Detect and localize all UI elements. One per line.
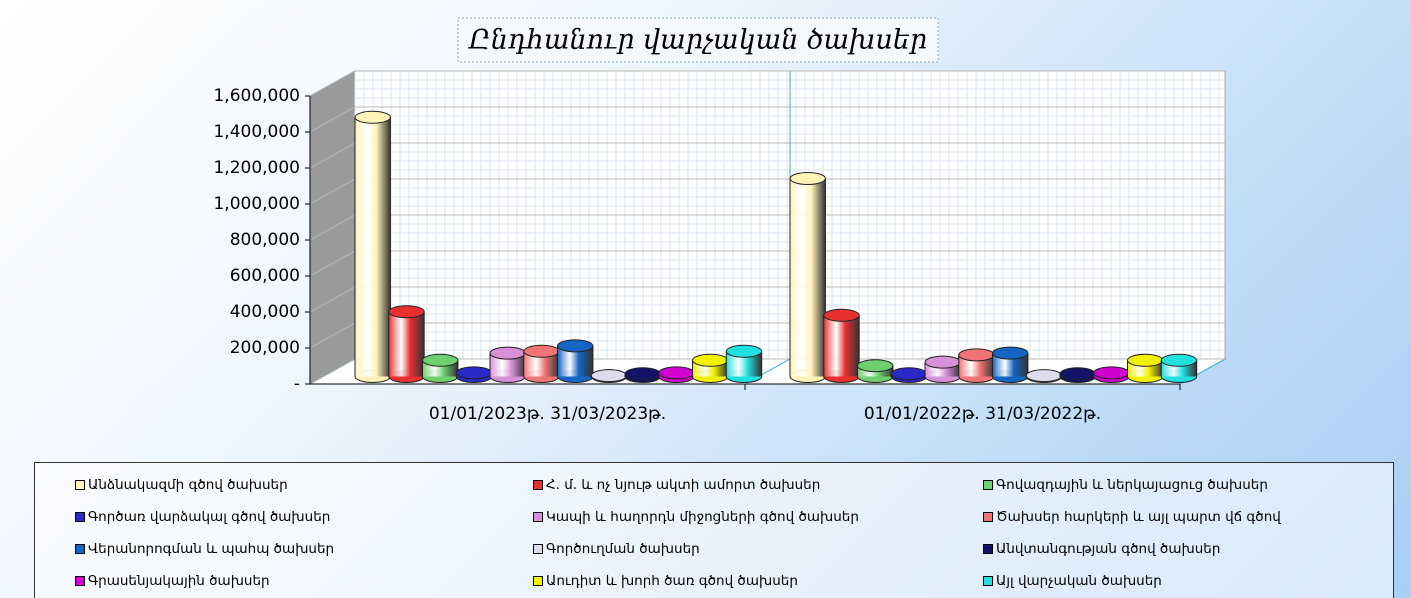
legend-label: Գործառ վարձակալ գծով ծախսեր <box>88 509 331 525</box>
legend-label: Վերանորոգման և պահպ ծախսեր <box>88 541 335 557</box>
legend-item: Կապի և հաղորդն միջոցների գծով ծախսեր <box>533 501 983 533</box>
legend-swatch <box>533 480 543 490</box>
bar-top <box>857 359 894 373</box>
bar <box>992 353 1028 377</box>
legend-swatch <box>983 544 993 554</box>
bar <box>790 178 826 377</box>
bar-top <box>388 305 425 319</box>
legend-item: Գործուղման ծախսեր <box>533 533 983 565</box>
bar-top <box>725 344 763 358</box>
bar-top <box>523 344 560 358</box>
legend-label: Հ. մ. և ոչ նյութ ակտի ամորտ ծախսեր <box>546 477 821 493</box>
legend-swatch <box>983 512 993 522</box>
bar-top <box>789 172 826 185</box>
legend-item: Անձնակազմի գծով ծախսեր <box>75 469 533 501</box>
legend-label: Գրասենյակային ծախսեր <box>88 573 270 589</box>
bar-top <box>590 369 628 383</box>
bar-top <box>958 348 995 362</box>
bar-top <box>1093 366 1130 380</box>
legend-label: Այլ վարչական ծախսեր <box>996 573 1162 589</box>
legend-swatch <box>533 576 543 586</box>
legend-swatch <box>75 544 85 554</box>
bar-top <box>624 367 661 381</box>
bar-top <box>890 367 928 381</box>
legend-swatch <box>75 512 85 522</box>
bar-top <box>422 353 459 367</box>
legend-label: Կապի և հաղորդն միջոցների գծով ծախսեր <box>546 509 859 525</box>
legend-label: Անձնակազմի գծով ծախսեր <box>88 477 288 493</box>
plot: Ընդհանուր վարչական ծախսեր - 200,000 400,00… <box>213 17 1227 424</box>
legend-swatch <box>983 576 993 586</box>
legend-item: Անվտանգության գծով ծախսեր <box>983 533 1411 565</box>
bar-top <box>1025 369 1063 383</box>
legend-item: Գործառ վարձակալ գծով ծախսեր <box>75 501 533 533</box>
legend-item: Գովազդային և ներկայացուց ծախսեր <box>983 469 1411 501</box>
bar <box>355 117 391 377</box>
y-tick-label: 1,600,000 <box>213 86 300 106</box>
bar-top <box>1127 353 1164 367</box>
y-tick-label: 1,000,000 <box>213 194 300 214</box>
bar-top <box>1059 367 1096 381</box>
legend-item: Գրասենյակային ծախսեր <box>75 565 533 597</box>
legend-swatch <box>75 480 85 490</box>
bar-top <box>489 346 526 360</box>
grid-line <box>309 70 1225 97</box>
legend-label: Ծախսեր հարկերի և այլ պարտ վճ գծով <box>996 509 1281 525</box>
legend-label: Գովազդային և ներկայացուց ծախսեր <box>996 477 1268 493</box>
y-tick-label: 200,000 <box>230 338 300 358</box>
y-tick-label: - <box>294 374 300 394</box>
legend-label: Աուդիտ և խորհ ծառ գծով ծախսեր <box>546 573 798 589</box>
x-tick-label: 01/01/2023թ. 31/03/2023թ. <box>429 404 666 424</box>
legend-swatch <box>533 544 543 554</box>
legend-item: Ծախսեր հարկերի և այլ պարտ վճ գծով <box>983 501 1411 533</box>
bar <box>388 311 425 377</box>
bar-top <box>354 110 391 124</box>
y-tick-label: 1,400,000 <box>213 122 300 142</box>
x-tick-label: 01/01/2022թ. 31/03/2022թ. <box>864 404 1101 424</box>
bar <box>823 315 860 377</box>
bar-top <box>924 355 961 369</box>
bar-top <box>557 339 594 353</box>
y-tick-label: 1,200,000 <box>213 158 300 178</box>
y-tick-label: 600,000 <box>230 266 300 286</box>
grid-line <box>309 106 1225 133</box>
y-tick-label: 800,000 <box>230 230 300 250</box>
bar-top <box>823 308 860 322</box>
bar-top <box>1160 353 1198 367</box>
legend-item: Հ. մ. և ոչ նյութ ակտի ամորտ ծախսեր <box>533 469 983 501</box>
title-box <box>457 17 939 63</box>
bar-top <box>455 366 493 380</box>
legend-swatch <box>983 480 993 490</box>
y-tick-label: 400,000 <box>230 302 300 322</box>
legend-label: Անվտանգության գծով ծախսեր <box>996 541 1221 557</box>
bar-top <box>992 346 1029 360</box>
legend: Անձնակազմի գծով ծախսեր Հ. մ. և ոչ նյութ ա… <box>34 462 1394 598</box>
legend-item: Այլ վարչական ծախսեր <box>983 565 1411 597</box>
bar <box>490 353 526 377</box>
legend-item: Աուդիտ և խորհ ծառ գծով ծախսեր <box>533 565 983 597</box>
bar-top <box>692 353 729 367</box>
legend-swatch <box>75 576 85 586</box>
legend-swatch <box>533 512 543 522</box>
legend-label: Գործուղման ծախսեր <box>546 541 700 557</box>
bar-top <box>658 366 695 380</box>
legend-item: Վերանորոգման և պահպ ծախսեր <box>75 533 533 565</box>
chart-title: Ընդհանուր վարչական ծախսեր <box>468 25 927 56</box>
